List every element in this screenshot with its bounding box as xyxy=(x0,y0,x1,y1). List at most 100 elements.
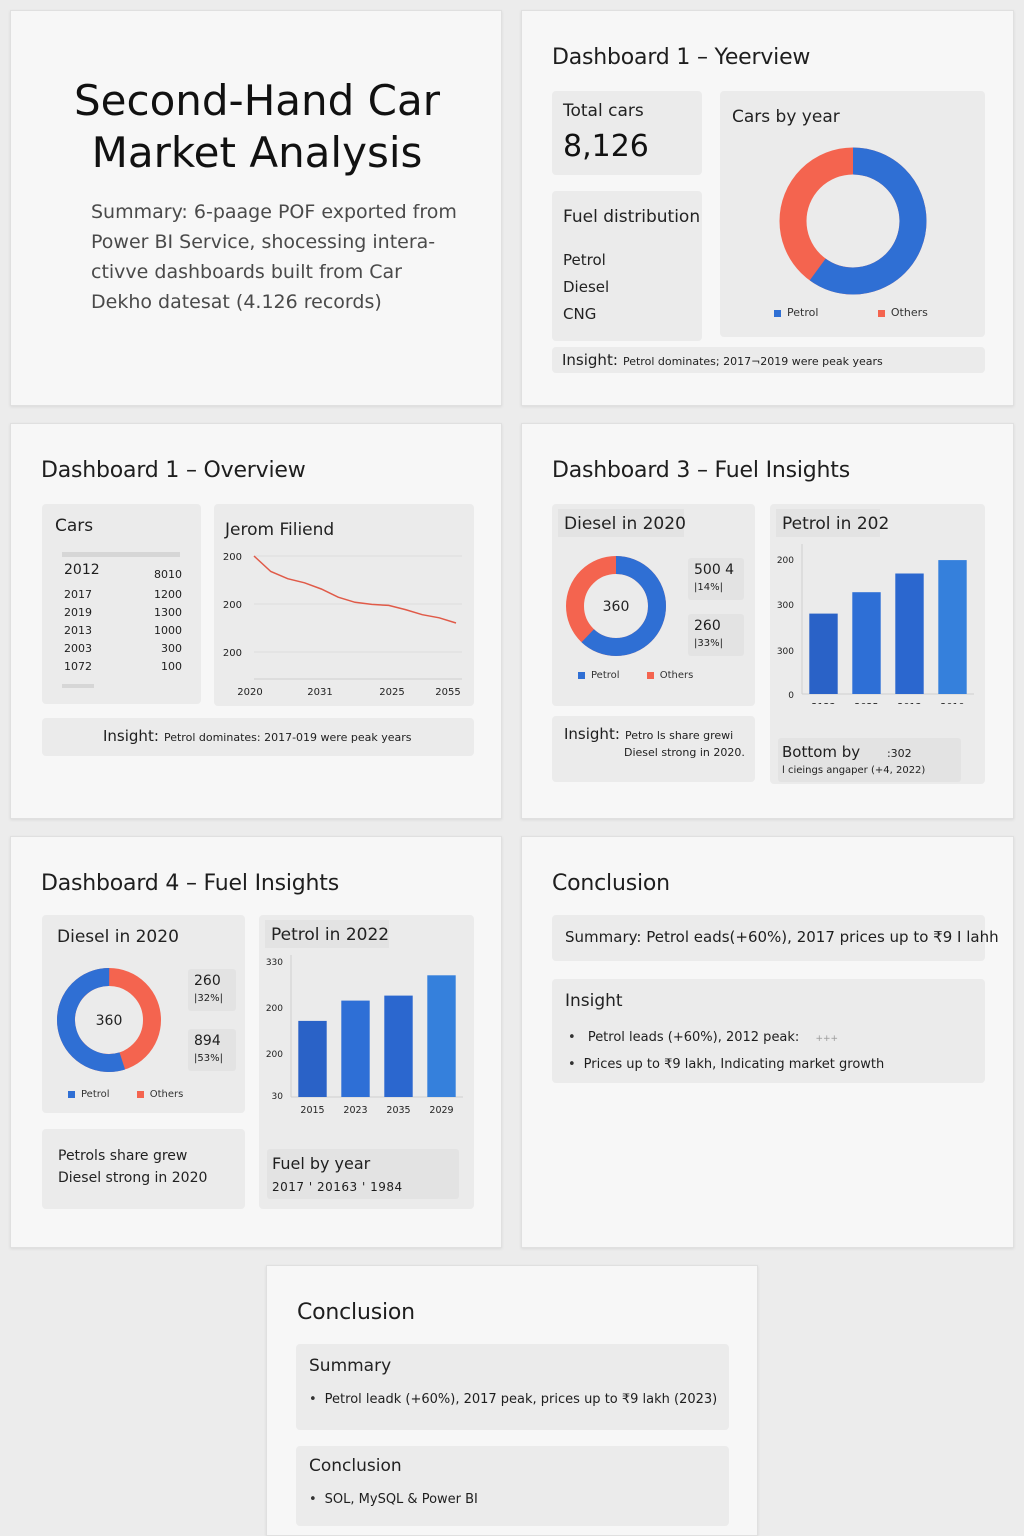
title-line-2: Market Analysis xyxy=(91,128,423,177)
table-cell-year: 2017 xyxy=(64,588,92,601)
title-slide-summary: Summary: 6-paage POF exported from Power… xyxy=(91,197,457,317)
x-tick-label: 2025 xyxy=(379,687,404,698)
dashboard-3-slide: Dashboard 3 – Fuel Insights Diesel in 20… xyxy=(521,423,1014,819)
y-tick-label: 200 xyxy=(777,556,794,566)
insight-bullets: Petrol leads (+60%), 2012 peak: +++ Pric… xyxy=(568,1025,885,1077)
table-cell-year: 2003 xyxy=(64,642,92,655)
summary-line: Summary: 6-paage POF exported from xyxy=(91,201,457,223)
insight-bar: Insight: Petrol dominates: 2017-019 were… xyxy=(42,718,474,756)
slide-title: Conclusion xyxy=(297,1300,415,1325)
cars-by-year-donut xyxy=(779,147,927,295)
stat-percent: |32%| xyxy=(194,993,223,1004)
insight-line: Petro ls share grewi xyxy=(624,729,734,742)
stat-value: 894 xyxy=(194,1033,221,1049)
donut-legend: Petrol Others xyxy=(68,1089,183,1100)
summary-bullet: Petrol leadk (+60%), 2017 peak, prices u… xyxy=(309,1392,718,1407)
insight-label: Insight xyxy=(565,991,623,1011)
x-tick-label: 2035 xyxy=(386,1105,410,1116)
table-cell-count: 1200 xyxy=(154,588,182,601)
x-tick-label: 2020 xyxy=(237,687,262,698)
slide-title: Dashboard 1 – Yeerview xyxy=(552,45,811,70)
title-line-1: Second-Hand Car xyxy=(73,76,440,125)
diesel-donut: 360 xyxy=(57,968,161,1072)
y-tick-label: 330 xyxy=(266,958,283,968)
y-tick-label: 200 xyxy=(223,648,242,659)
cars-label: Cars xyxy=(55,516,94,536)
legend-swatch-petrol xyxy=(68,1090,75,1098)
table-row: 2013 1000 xyxy=(64,622,182,640)
table-cell-year: 2012 xyxy=(64,562,100,578)
fuel-distribution-card: Fuel distribution Petrol Diesel CNG xyxy=(552,191,702,341)
insight-card: Insight Petrol leads (+60%), 2012 peak: … xyxy=(552,979,985,1083)
x-tick-label: 2123 xyxy=(811,702,835,704)
table-row: 1072 100 xyxy=(64,658,182,676)
legend-petrol: Petrol xyxy=(774,306,818,319)
y-tick-label: 0 xyxy=(788,691,794,701)
legend-label: Others xyxy=(149,1089,184,1100)
bullet-suffix: +++ xyxy=(815,1034,839,1044)
insight-prefix: Insight: xyxy=(103,727,159,745)
bottom-by-value: :302 xyxy=(886,747,912,760)
legend-petrol: Petrol xyxy=(578,670,620,681)
fuel-item: CNG xyxy=(563,305,597,323)
insight-bullet: Petrol leads (+60%), 2012 peak: +++ xyxy=(568,1025,884,1052)
table-row: 2019 1300 xyxy=(64,604,182,622)
y-tick-label: 300 xyxy=(777,647,794,657)
insight-text: Insight: Petrol dominates: 2017-019 were… xyxy=(103,726,411,745)
bar xyxy=(938,560,967,694)
y-tick-label: 200 xyxy=(223,600,242,611)
bar xyxy=(298,1020,327,1097)
table-cell-year: 1072 xyxy=(64,660,92,673)
diesel-label-box xyxy=(558,509,684,537)
title-slide: Second-Hand Car Market Analysis Summary:… xyxy=(10,10,502,406)
summary-label: Summary xyxy=(309,1356,392,1376)
note-line: Petrols share grew xyxy=(58,1148,188,1164)
x-tick-label: 2013 xyxy=(897,702,921,704)
insight-body: Petrol dominates; 2017¬2019 were peak ye… xyxy=(622,355,883,368)
petrol-bar-card: Petrol in 2022 330 200 200 30 2015 2023 2035 20… xyxy=(259,915,474,1209)
fuel-distribution-label: Fuel distribution xyxy=(563,207,701,227)
x-tick-label: 2029 xyxy=(429,1105,453,1116)
donut-legend: Petrol Others xyxy=(578,670,693,681)
insight-bullet: Prices up to ₹9 lakh, Indicating market … xyxy=(568,1052,885,1077)
summary-line: ctivve dashboards built from Car xyxy=(91,261,402,283)
line-chart: 200 200 200 2020 2031 2025 2055 xyxy=(223,552,462,698)
diesel-card: Diesel in 2020 360 500 4 |14%| 260 |33%|… xyxy=(552,504,755,706)
legend-label: Petrol xyxy=(787,306,819,319)
stat-percent: |53%| xyxy=(194,1053,223,1064)
table-row: 2003 300 xyxy=(64,640,182,658)
petrol-label-box xyxy=(265,920,389,948)
bullet-text: Petrol leads (+60%), 2012 peak: xyxy=(587,1030,800,1045)
petrol-bar-card: Petrol in 202 200 300 300 0 2123 2025 2013 2010… xyxy=(770,504,985,784)
stat-box-1: 500 4 |14%| xyxy=(688,558,744,600)
x-tick-label: 2010 xyxy=(940,702,964,704)
diesel-label: Diesel in 2020 xyxy=(57,927,179,947)
donut-center-value: 360 xyxy=(603,599,630,615)
summary-line: Power BI Service, shocessing intera- xyxy=(91,231,436,253)
table-cell-year: 2013 xyxy=(64,624,92,637)
petrol-bar-chart: 200 300 300 0 2123 2025 2013 2010 xyxy=(777,544,974,704)
table-cell-count: 300 xyxy=(161,642,182,655)
stat-value: 500 4 xyxy=(694,562,735,578)
fuel-by-year-box: Fuel by year 2017 ' 20163 ' 1984 xyxy=(267,1149,459,1199)
legend-swatch-others xyxy=(136,1090,144,1098)
total-cars-card: Total cars 8,126 xyxy=(552,91,702,175)
table-top-rule xyxy=(62,552,180,557)
x-tick-label: 2025 xyxy=(854,702,878,704)
cars-table-card: Cars 2012 8010 2017 1200 2019 1300 2013 … xyxy=(42,504,201,704)
diesel-label: Diesel in 2020 xyxy=(564,514,686,534)
x-tick-label: 2015 xyxy=(300,1105,324,1116)
conclusion-card: Conclusion SOL, MySQL ⁠& Power BI xyxy=(296,1446,729,1526)
table-bottom-rule xyxy=(62,684,94,688)
table-row: 2017 1200 xyxy=(64,586,182,604)
stat-percent: |33%| xyxy=(694,638,723,649)
stat-box-2: 894 |53%| xyxy=(188,1029,236,1071)
bar xyxy=(895,573,924,694)
donut-legend: Petrol Others xyxy=(774,306,928,319)
dashboard-1-yeerview-slide: Dashboard 1 – Yeerview Total cars 8,126 … xyxy=(521,10,1014,406)
petrol-label: Petrol in 2022 xyxy=(271,925,390,945)
stat-value: 260 xyxy=(194,973,221,989)
y-tick-label: 200 xyxy=(223,552,242,563)
x-tick-label: 2031 xyxy=(307,687,332,698)
line-chart-card: Jerom Filiend 200 200 200 2020 2031 2025 2055 xyxy=(214,504,474,706)
